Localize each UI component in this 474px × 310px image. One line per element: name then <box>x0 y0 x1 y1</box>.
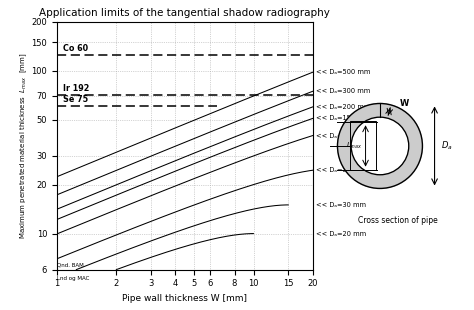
Text: Se 75: Se 75 <box>63 95 88 104</box>
Text: << Dₐ=500 mm: << Dₐ=500 mm <box>316 69 371 75</box>
Circle shape <box>337 104 422 188</box>
X-axis label: Pipe wall thickness W [mm]: Pipe wall thickness W [mm] <box>122 294 247 303</box>
Text: W: W <box>400 99 410 108</box>
Bar <box>350 122 375 171</box>
Text: << Dₐ=200 mm: << Dₐ=200 mm <box>316 104 371 110</box>
Circle shape <box>351 117 409 175</box>
Title: Application limits of the tangential shadow radiography: Application limits of the tangential sha… <box>39 8 330 18</box>
Text: << Dₐ=300 mm: << Dₐ=300 mm <box>316 88 371 94</box>
Text: Co 60: Co 60 <box>63 44 88 53</box>
Text: << Dₐ=50 mm: << Dₐ=50 mm <box>316 167 366 173</box>
Text: Qnd. BAM: Qnd. BAM <box>57 262 83 268</box>
Text: Cross section of pipe: Cross section of pipe <box>358 216 438 225</box>
Text: << Dₐ=150 mm: << Dₐ=150 mm <box>316 115 371 121</box>
Text: << Dₐ=30 mm: << Dₐ=30 mm <box>316 202 366 208</box>
Text: $D_a$: $D_a$ <box>441 140 452 152</box>
Text: << Dₐ=100 mm: << Dₐ=100 mm <box>316 133 371 139</box>
Text: Ir 192: Ir 192 <box>63 84 89 93</box>
Text: Lnd og MAC: Lnd og MAC <box>57 276 89 281</box>
Text: $L_{max}$: $L_{max}$ <box>346 141 363 151</box>
Y-axis label: Maximum penetrated material thickness  $L_{max}$  [mm]: Maximum penetrated material thickness $L… <box>18 52 28 239</box>
Text: << Dₐ=20 mm: << Dₐ=20 mm <box>316 231 366 237</box>
